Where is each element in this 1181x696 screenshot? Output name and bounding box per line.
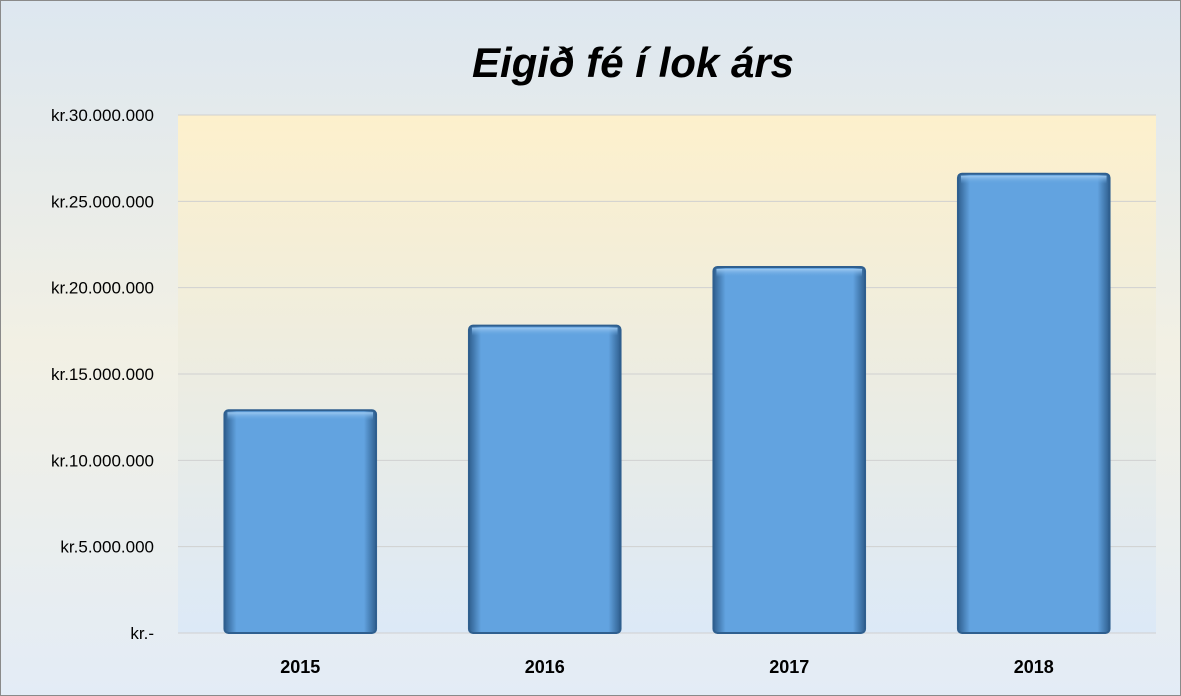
y-tick-label: kr.10.000.000 — [51, 451, 154, 470]
y-tick-label: kr.- — [130, 624, 154, 643]
y-tick-label: kr.5.000.000 — [60, 538, 154, 557]
y-axis-tick-labels: kr.- kr.5.000.000 kr.10.000.000 kr.15.000.0… — [51, 106, 154, 643]
bar-highlight-2015 — [227, 412, 374, 421]
x-tick-label: 2017 — [769, 657, 809, 677]
x-tick-label: 2015 — [280, 657, 320, 677]
bar-2018 — [956, 172, 1111, 634]
y-tick-label: kr.25.000.000 — [51, 192, 154, 211]
bar-2016 — [467, 324, 622, 634]
bar-highlight-2018 — [960, 175, 1107, 184]
y-tick-label: kr.15.000.000 — [51, 365, 154, 384]
chart-title: Eigið fé í lok árs — [472, 39, 794, 86]
bar-2015 — [223, 409, 378, 635]
y-tick-label: kr.30.000.000 — [51, 106, 154, 125]
bar-highlight-2017 — [716, 268, 863, 277]
x-tick-label: 2016 — [525, 657, 565, 677]
x-tick-label: 2018 — [1014, 657, 1054, 677]
bars — [223, 172, 1111, 635]
y-tick-label: kr.20.000.000 — [51, 279, 154, 298]
bar-2017 — [712, 265, 867, 634]
bar-highlight-2016 — [471, 327, 618, 336]
x-axis-tick-labels: 2015 2016 2017 2018 — [280, 657, 1054, 677]
